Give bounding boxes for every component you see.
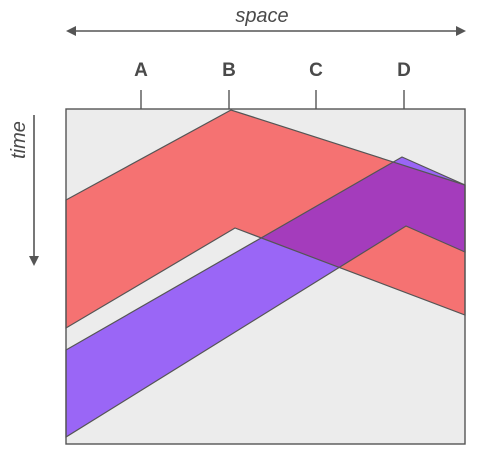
time-axis-arrow: [29, 256, 39, 266]
point-label-a: A: [134, 60, 148, 81]
space-axis: space: [66, 5, 466, 36]
space-axis-label: space: [235, 5, 288, 27]
point-labels: A B C D: [134, 60, 411, 109]
point-label-d: D: [397, 60, 411, 81]
time-axis: time: [8, 115, 39, 266]
point-label-c: C: [309, 60, 323, 81]
time-axis-label: time: [8, 121, 30, 159]
point-label-b: B: [222, 60, 236, 81]
red-band: [66, 110, 465, 328]
space-axis-right-arrow: [456, 26, 466, 36]
plot-frame: [65, 108, 466, 445]
space-axis-left-arrow: [66, 26, 76, 36]
